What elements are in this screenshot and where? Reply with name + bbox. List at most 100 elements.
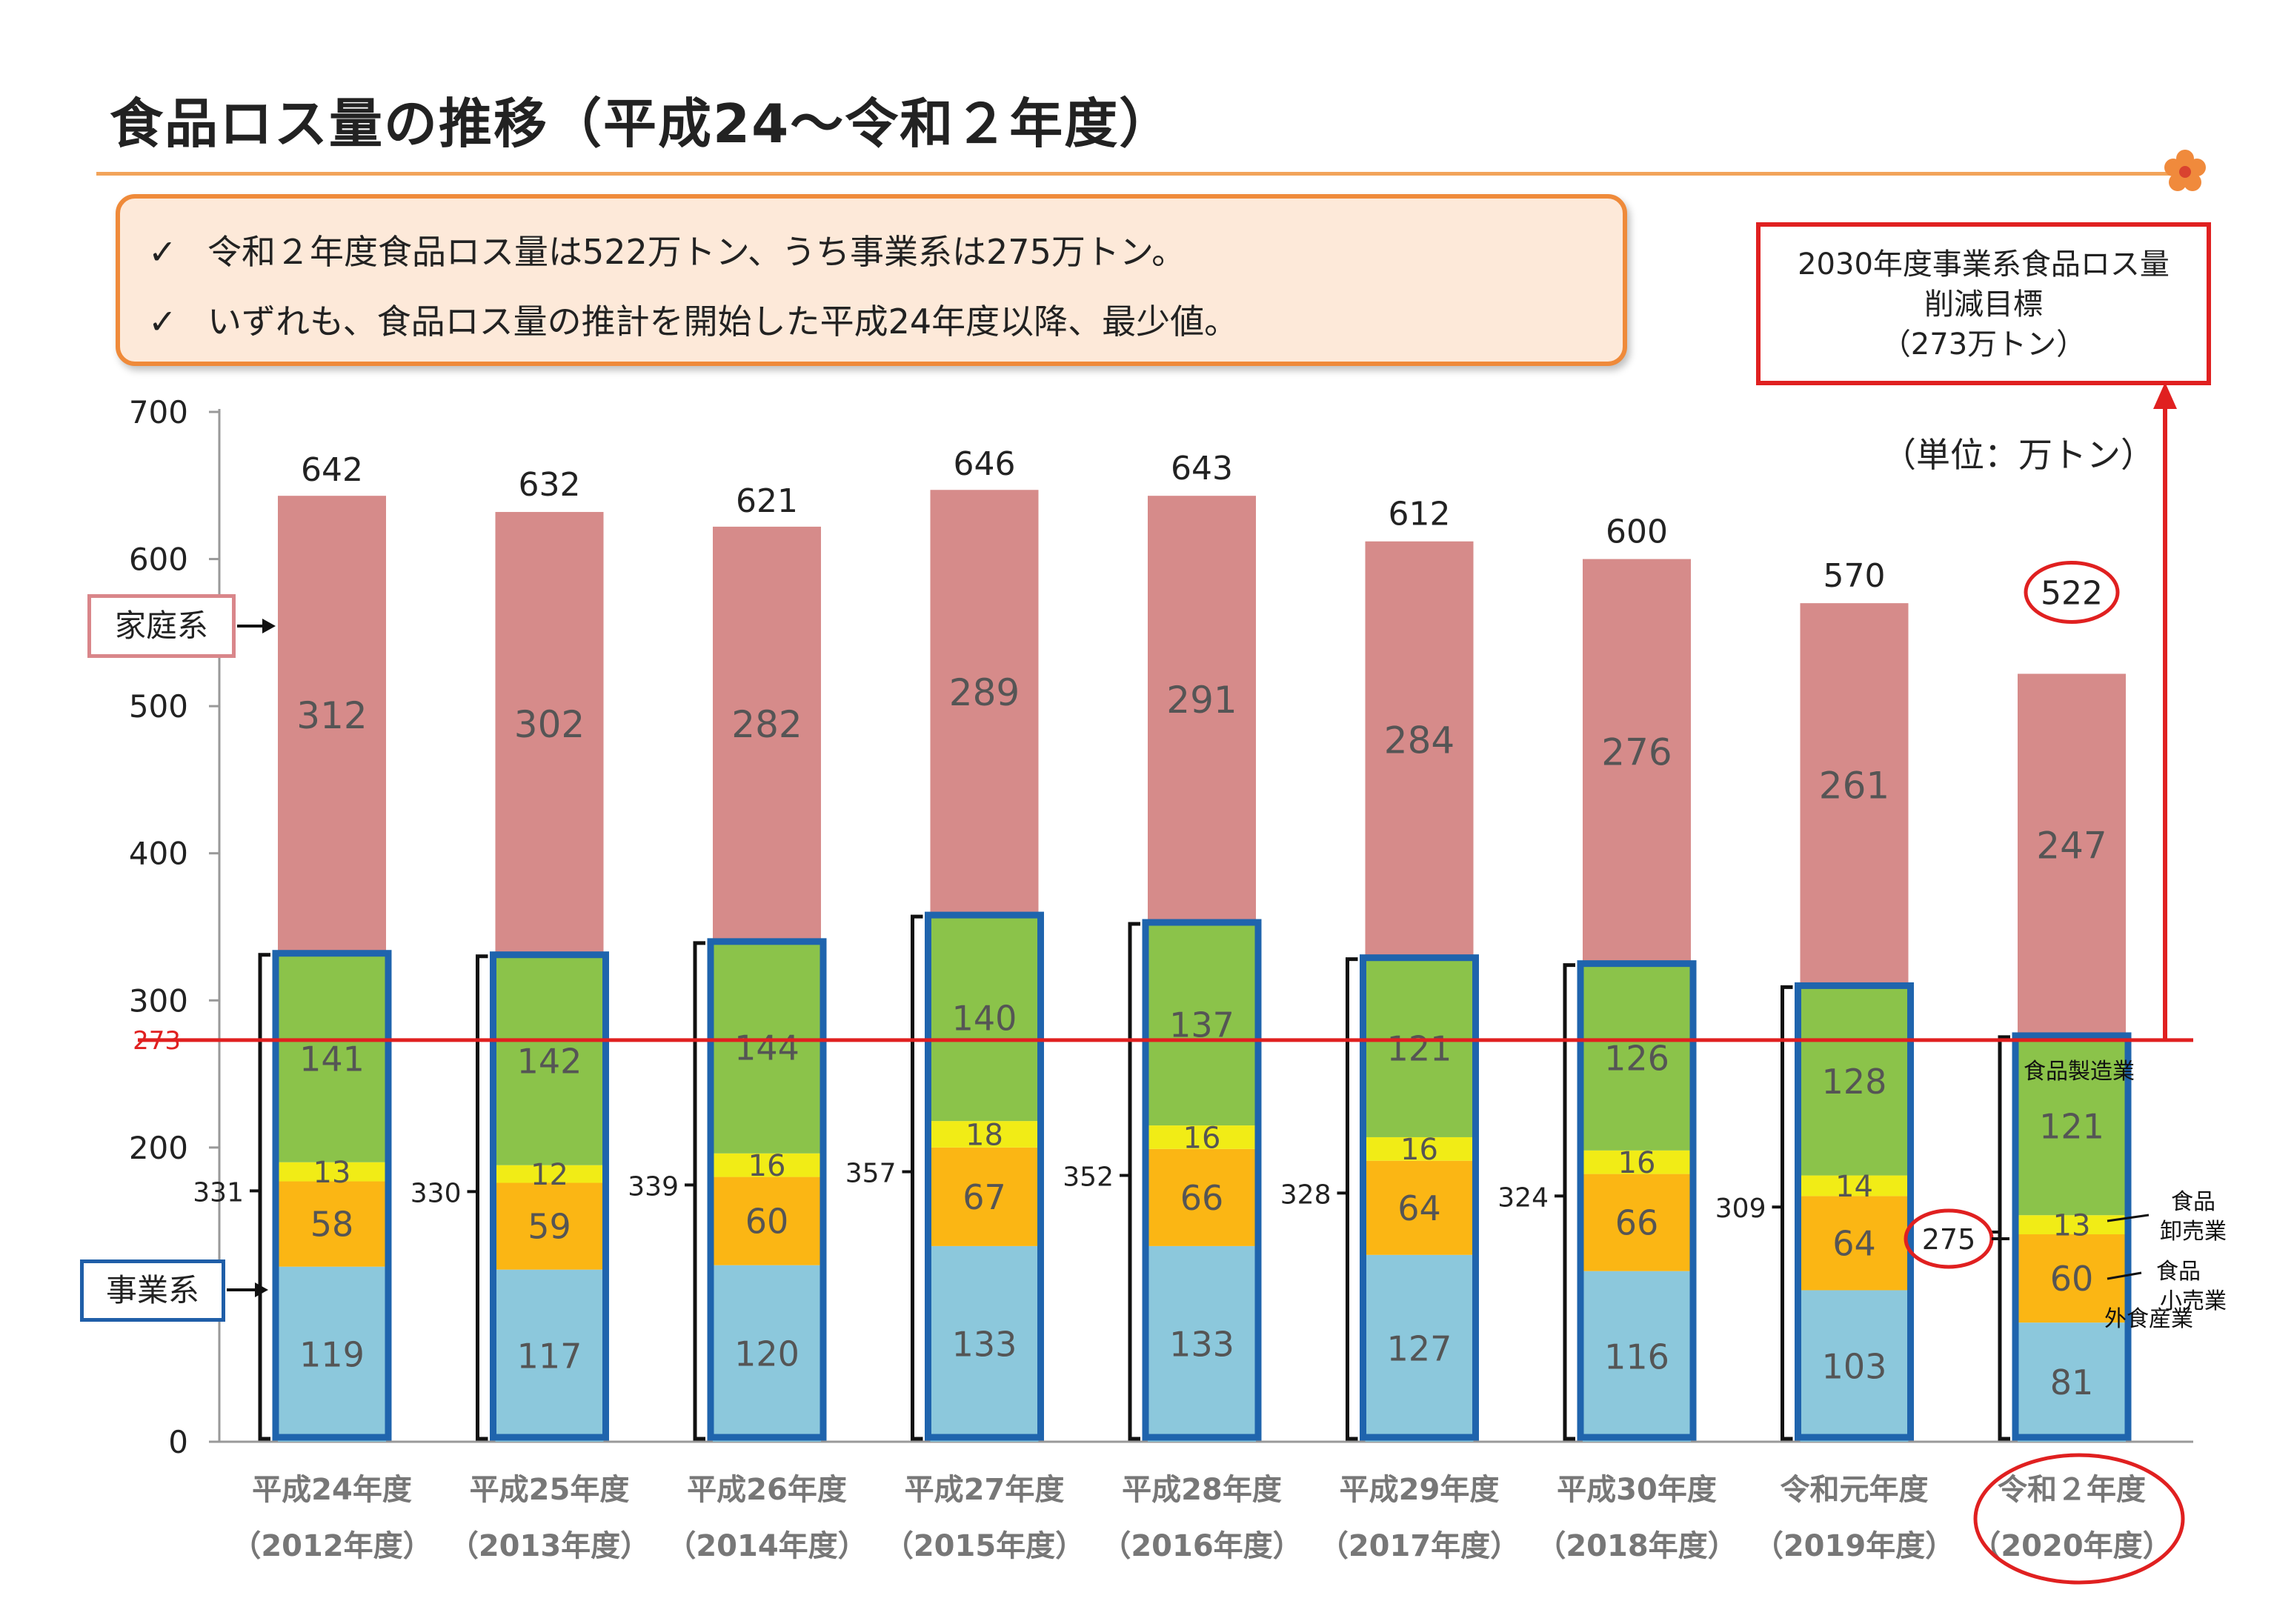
business-total-label: 339 bbox=[628, 1171, 679, 1202]
total-label: 612 bbox=[1389, 496, 1451, 533]
chart-overlay: 1195813141312331642平成24年度（2012年度）1175912… bbox=[133, 382, 2227, 1585]
x-tick-label: 令和元年度 bbox=[1781, 1473, 1929, 1507]
bar-label-retail: 64 bbox=[1397, 1188, 1441, 1228]
bar-restaurant bbox=[1583, 1271, 1691, 1442]
business-total-label: 357 bbox=[845, 1159, 897, 1189]
bar-label-restaurant: 127 bbox=[1387, 1328, 1452, 1368]
check-icon: ✓ bbox=[148, 302, 177, 342]
total-label: 643 bbox=[1171, 450, 1233, 487]
bar-manufacturing bbox=[930, 915, 1039, 1122]
bar-label-manufacturing: 142 bbox=[517, 1041, 582, 1081]
bar-retail bbox=[1365, 1160, 1474, 1255]
highlight-category-circle bbox=[1973, 1453, 2185, 1585]
bar-label-restaurant: 119 bbox=[299, 1334, 365, 1374]
bar-label-manufacturing: 126 bbox=[1604, 1038, 1669, 1078]
bar-label-wholesale: 18 bbox=[965, 1118, 1003, 1152]
bar-wholesale bbox=[1800, 1175, 1909, 1197]
bar-retail bbox=[1148, 1148, 1256, 1246]
bar-household bbox=[1365, 541, 1474, 959]
bar-retail bbox=[930, 1147, 1039, 1246]
bar-label-retail: 58 bbox=[310, 1205, 354, 1245]
bar-wholesale bbox=[930, 1121, 1039, 1148]
total-label: 632 bbox=[519, 466, 581, 504]
bar-label-manufacturing: 140 bbox=[952, 999, 1017, 1039]
household-callout: 家庭系 bbox=[87, 594, 236, 658]
bar-restaurant bbox=[2018, 1322, 2126, 1442]
y-tick-label: 600 bbox=[129, 542, 188, 578]
business-outline bbox=[1142, 919, 1262, 1441]
y-tick-label: 300 bbox=[129, 982, 188, 1019]
segment-label-restaurant: 外食産業 bbox=[2104, 1306, 2193, 1332]
bar-wholesale bbox=[1148, 1125, 1256, 1149]
bar-restaurant bbox=[1800, 1290, 1909, 1442]
business-outline bbox=[490, 951, 609, 1441]
bar-retail bbox=[1800, 1196, 1909, 1291]
bar-label-retail: 60 bbox=[2050, 1259, 2094, 1299]
business-outline bbox=[707, 938, 827, 1441]
bar-restaurant bbox=[930, 1245, 1039, 1442]
bar-restaurant bbox=[278, 1266, 386, 1442]
bar-label-household: 276 bbox=[1601, 731, 1672, 774]
target-line-2: 削減目標 bbox=[1924, 287, 2043, 322]
total-label: 570 bbox=[1823, 557, 1886, 595]
bar-label-wholesale: 16 bbox=[1183, 1121, 1221, 1155]
business-outline bbox=[925, 911, 1044, 1441]
bar-label-manufacturing: 121 bbox=[2039, 1107, 2104, 1147]
business-outline bbox=[272, 950, 392, 1441]
business-bracket bbox=[1128, 922, 1140, 1441]
bar-manufacturing bbox=[2018, 1036, 2126, 1216]
bar-label-wholesale: 16 bbox=[748, 1149, 786, 1183]
summary-line-2: ✓ いずれも、食品ロス量の推計を開始した平成24年度以降、最少値。 bbox=[148, 295, 1238, 344]
bar-label-household: 261 bbox=[1819, 764, 1889, 807]
title-underline bbox=[96, 172, 2171, 176]
bar-manufacturing bbox=[495, 956, 604, 1165]
x-tick-label: （2012年度） bbox=[231, 1529, 432, 1563]
bar-household bbox=[930, 490, 1039, 916]
bar-household bbox=[278, 496, 386, 955]
bar-label-retail: 66 bbox=[1615, 1203, 1659, 1243]
business-bracket bbox=[476, 954, 488, 1441]
bar-label-restaurant: 116 bbox=[1604, 1337, 1669, 1377]
business-outline bbox=[2012, 1032, 2132, 1441]
bar-label-household: 312 bbox=[296, 694, 367, 737]
highlight-total-label: 522 bbox=[2041, 574, 2103, 612]
segment-label-retail: 小売業 bbox=[2160, 1288, 2227, 1314]
bar-label-manufacturing: 121 bbox=[1387, 1028, 1452, 1068]
bar-wholesale bbox=[713, 1153, 821, 1177]
bar-label-restaurant: 120 bbox=[734, 1334, 799, 1374]
business-total-label: 330 bbox=[410, 1178, 462, 1208]
bar-wholesale bbox=[495, 1165, 604, 1183]
bar-label-wholesale: 13 bbox=[2053, 1209, 2091, 1243]
bar-manufacturing bbox=[278, 954, 386, 1162]
bar-label-household: 284 bbox=[1384, 719, 1454, 762]
y-tick-label: 700 bbox=[129, 394, 188, 430]
bar-label-retail: 64 bbox=[1832, 1223, 1876, 1263]
business-total-label: 352 bbox=[1063, 1162, 1114, 1193]
segment-label-wholesale: 食品 bbox=[2171, 1189, 2215, 1215]
segment-label-wholesale: 卸売業 bbox=[2160, 1219, 2227, 1245]
x-tick-label: 平成25年度 bbox=[470, 1473, 630, 1507]
bar-manufacturing bbox=[1583, 965, 1691, 1151]
x-tick-label: （2014年度） bbox=[666, 1529, 867, 1563]
bar-wholesale bbox=[1365, 1137, 1474, 1161]
bar-restaurant bbox=[713, 1265, 821, 1442]
bar-wholesale bbox=[2018, 1215, 2126, 1235]
x-tick-label: 平成29年度 bbox=[1340, 1473, 1500, 1507]
bar-label-restaurant: 103 bbox=[1822, 1346, 1887, 1386]
business-total-label: 309 bbox=[1715, 1194, 1766, 1224]
bar-label-wholesale: 14 bbox=[1835, 1170, 1873, 1204]
target-line-1: 2030年度事業系食品ロス量 bbox=[1798, 247, 2170, 282]
bar-label-household: 291 bbox=[1166, 679, 1237, 722]
target-line-label: 273 bbox=[133, 1026, 181, 1056]
bar-label-restaurant: 81 bbox=[2050, 1362, 2094, 1402]
x-tick-label: （2015年度） bbox=[884, 1529, 1085, 1563]
x-tick-label: 平成30年度 bbox=[1557, 1473, 1717, 1507]
bar-manufacturing bbox=[1365, 959, 1474, 1137]
total-label: 600 bbox=[1606, 513, 1668, 551]
bar-retail bbox=[713, 1177, 821, 1265]
x-tick-label: 平成24年度 bbox=[252, 1473, 412, 1507]
bar-retail bbox=[278, 1181, 386, 1267]
x-tick-label: （2017年度） bbox=[1319, 1529, 1520, 1563]
bar-label-wholesale: 16 bbox=[1400, 1133, 1438, 1167]
x-tick-label: 平成27年度 bbox=[905, 1473, 1065, 1507]
